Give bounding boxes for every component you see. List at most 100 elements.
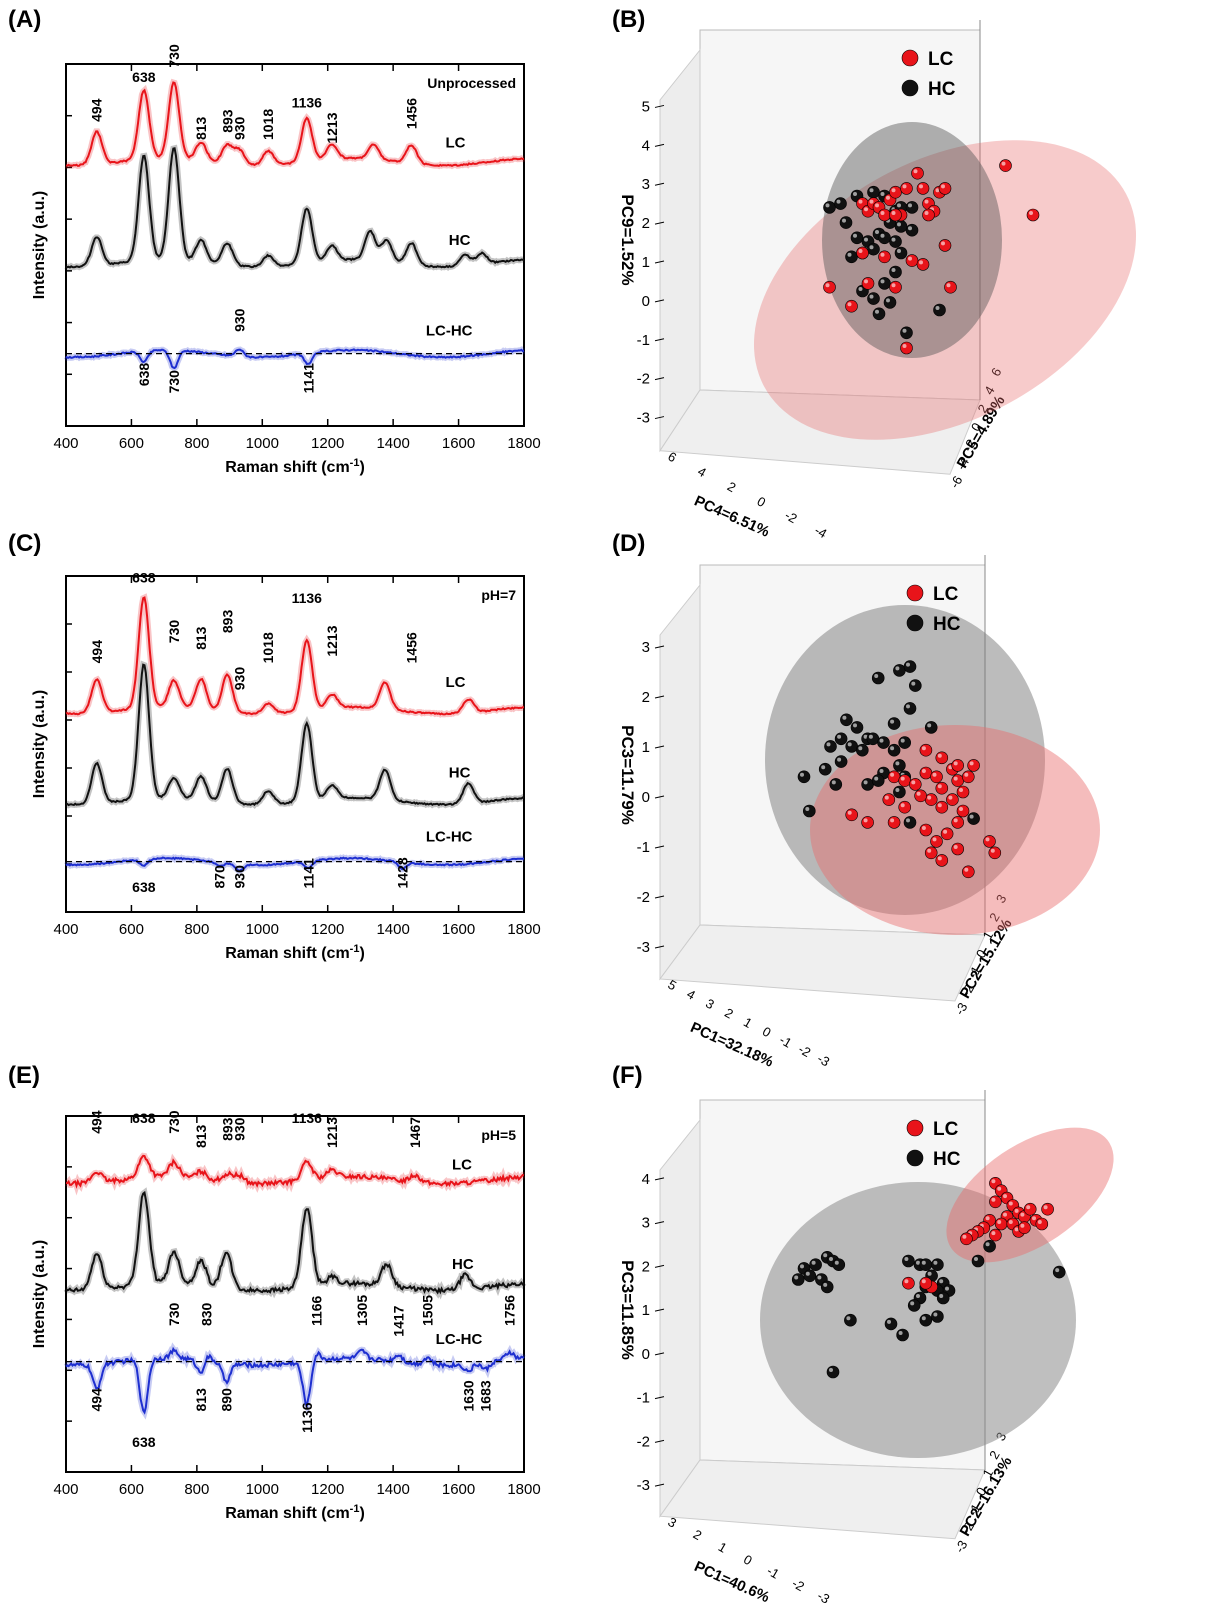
hc-point-highlight [1055, 1268, 1060, 1273]
hc-point [919, 1313, 933, 1327]
x-axis-label: Raman shift (cm-1) [225, 457, 365, 476]
lc-point-highlight [890, 818, 895, 823]
hc-point-highlight [874, 674, 879, 678]
lc-point [919, 766, 933, 780]
x-tick-label: 1600 [442, 921, 475, 938]
lc-point [914, 789, 927, 803]
lc-point-highlight [825, 283, 830, 288]
series-label-lc-hc: LC-HC [436, 1331, 483, 1348]
lc-point [887, 770, 901, 784]
hc-point-highlight [933, 1312, 938, 1317]
z-tick [654, 745, 665, 749]
hc-point-highlight [921, 1260, 926, 1265]
x-tick-label: 400 [53, 1481, 78, 1498]
hc-point-highlight [800, 1264, 804, 1269]
hc-point [818, 762, 832, 776]
x-tick-label: -1 [777, 1032, 795, 1051]
x-tick-label: 1 [716, 1539, 730, 1556]
hc-point-highlight [826, 742, 831, 747]
condition-label: pH=7 [481, 587, 516, 603]
hc-point [826, 1365, 840, 1379]
lc-point-highlight [890, 772, 895, 777]
z-axis-label: PC3=11.85% [618, 1260, 637, 1360]
hc-point [803, 1269, 817, 1283]
hc-point-highlight [891, 268, 896, 272]
lc-point-highlight [1008, 1220, 1013, 1224]
hc-point-highlight [811, 1260, 816, 1265]
series-line-lc [65, 1154, 525, 1189]
hc-point-highlight [897, 203, 901, 208]
z-tick [654, 221, 665, 225]
hc-point-highlight [821, 765, 826, 770]
hc-point [845, 250, 858, 264]
hc-point-highlight [933, 1260, 938, 1265]
peak-label: 494 [89, 1388, 105, 1412]
peak-label: 893 [219, 610, 235, 634]
x-tick-label: -3 [815, 1588, 833, 1607]
lc-point-highlight [900, 803, 905, 808]
lc-point-highlight [991, 1197, 996, 1202]
hc-point [907, 1299, 921, 1312]
y-axis-label: Intensity (a.u.) [31, 191, 48, 299]
z-tick [654, 338, 665, 342]
hc-point-highlight [874, 776, 879, 781]
lc-point-highlight [847, 302, 852, 307]
series-line-lc-hc [65, 348, 525, 370]
legend-marker-hc [906, 1149, 924, 1167]
peak-label: 1141 [300, 363, 316, 394]
pca-panel-f: -3-2-101234PC3=11.85%3210-1-2-3PC1=40.6%… [618, 1090, 1114, 1607]
z-tick [654, 1396, 665, 1400]
lc-point-highlight [880, 211, 885, 215]
x-tick-label: 3 [703, 996, 717, 1013]
peak-label: 1428 [394, 857, 410, 888]
hc-point-highlight [886, 298, 890, 303]
peak-label: 1756 [502, 1295, 518, 1326]
condition-label: pH=5 [481, 1127, 516, 1143]
lc-point-highlight [880, 252, 885, 257]
hc-point-highlight [853, 723, 857, 728]
lc-point-highlight [1008, 1201, 1013, 1206]
series-band-lc [64, 593, 525, 718]
hc-point [832, 1258, 846, 1271]
z-tick [654, 845, 665, 849]
hc-point [919, 1258, 933, 1271]
panel-label-d: (D) [612, 530, 646, 557]
hc-point [871, 671, 885, 685]
hc-point-highlight [847, 742, 852, 747]
lc-point [961, 865, 975, 879]
hc-point-highlight [842, 218, 846, 223]
plot-frame [65, 575, 525, 913]
lc-point-highlight [924, 199, 929, 204]
hc-point-highlight [911, 681, 916, 686]
hc-point [887, 717, 901, 730]
lc-point [919, 743, 933, 757]
series-label-hc: HC [449, 232, 471, 249]
hc-point-highlight [869, 188, 874, 193]
z-tick [654, 645, 665, 649]
peak-label: 813 [193, 116, 209, 140]
series-band-lc-hc [63, 1342, 526, 1420]
z-tick-label: -2 [637, 1433, 650, 1450]
hc-point [887, 743, 901, 757]
hc-point-highlight [908, 203, 912, 208]
hc-point [889, 265, 902, 279]
lc-point [938, 182, 952, 195]
lc-point-highlight [869, 199, 874, 204]
peak-label: 930 [231, 865, 247, 889]
hc-point-highlight [837, 734, 842, 739]
lc-point [882, 793, 896, 806]
hc-point-highlight [858, 746, 863, 751]
x-tick-label: -2 [790, 1575, 808, 1594]
lc-point [916, 182, 930, 195]
z-tick-label: 2 [642, 689, 650, 706]
hc-point [829, 778, 843, 791]
z-tick-label: 1 [642, 254, 650, 271]
hc-point-highlight [880, 279, 885, 284]
lc-point-highlight [943, 829, 948, 834]
lc-point [916, 258, 930, 271]
peak-label: 638 [136, 363, 152, 387]
hc-point-highlight [853, 192, 857, 196]
y-axis-label: Intensity (a.u.) [31, 1240, 48, 1348]
lc-point [1041, 1202, 1054, 1216]
